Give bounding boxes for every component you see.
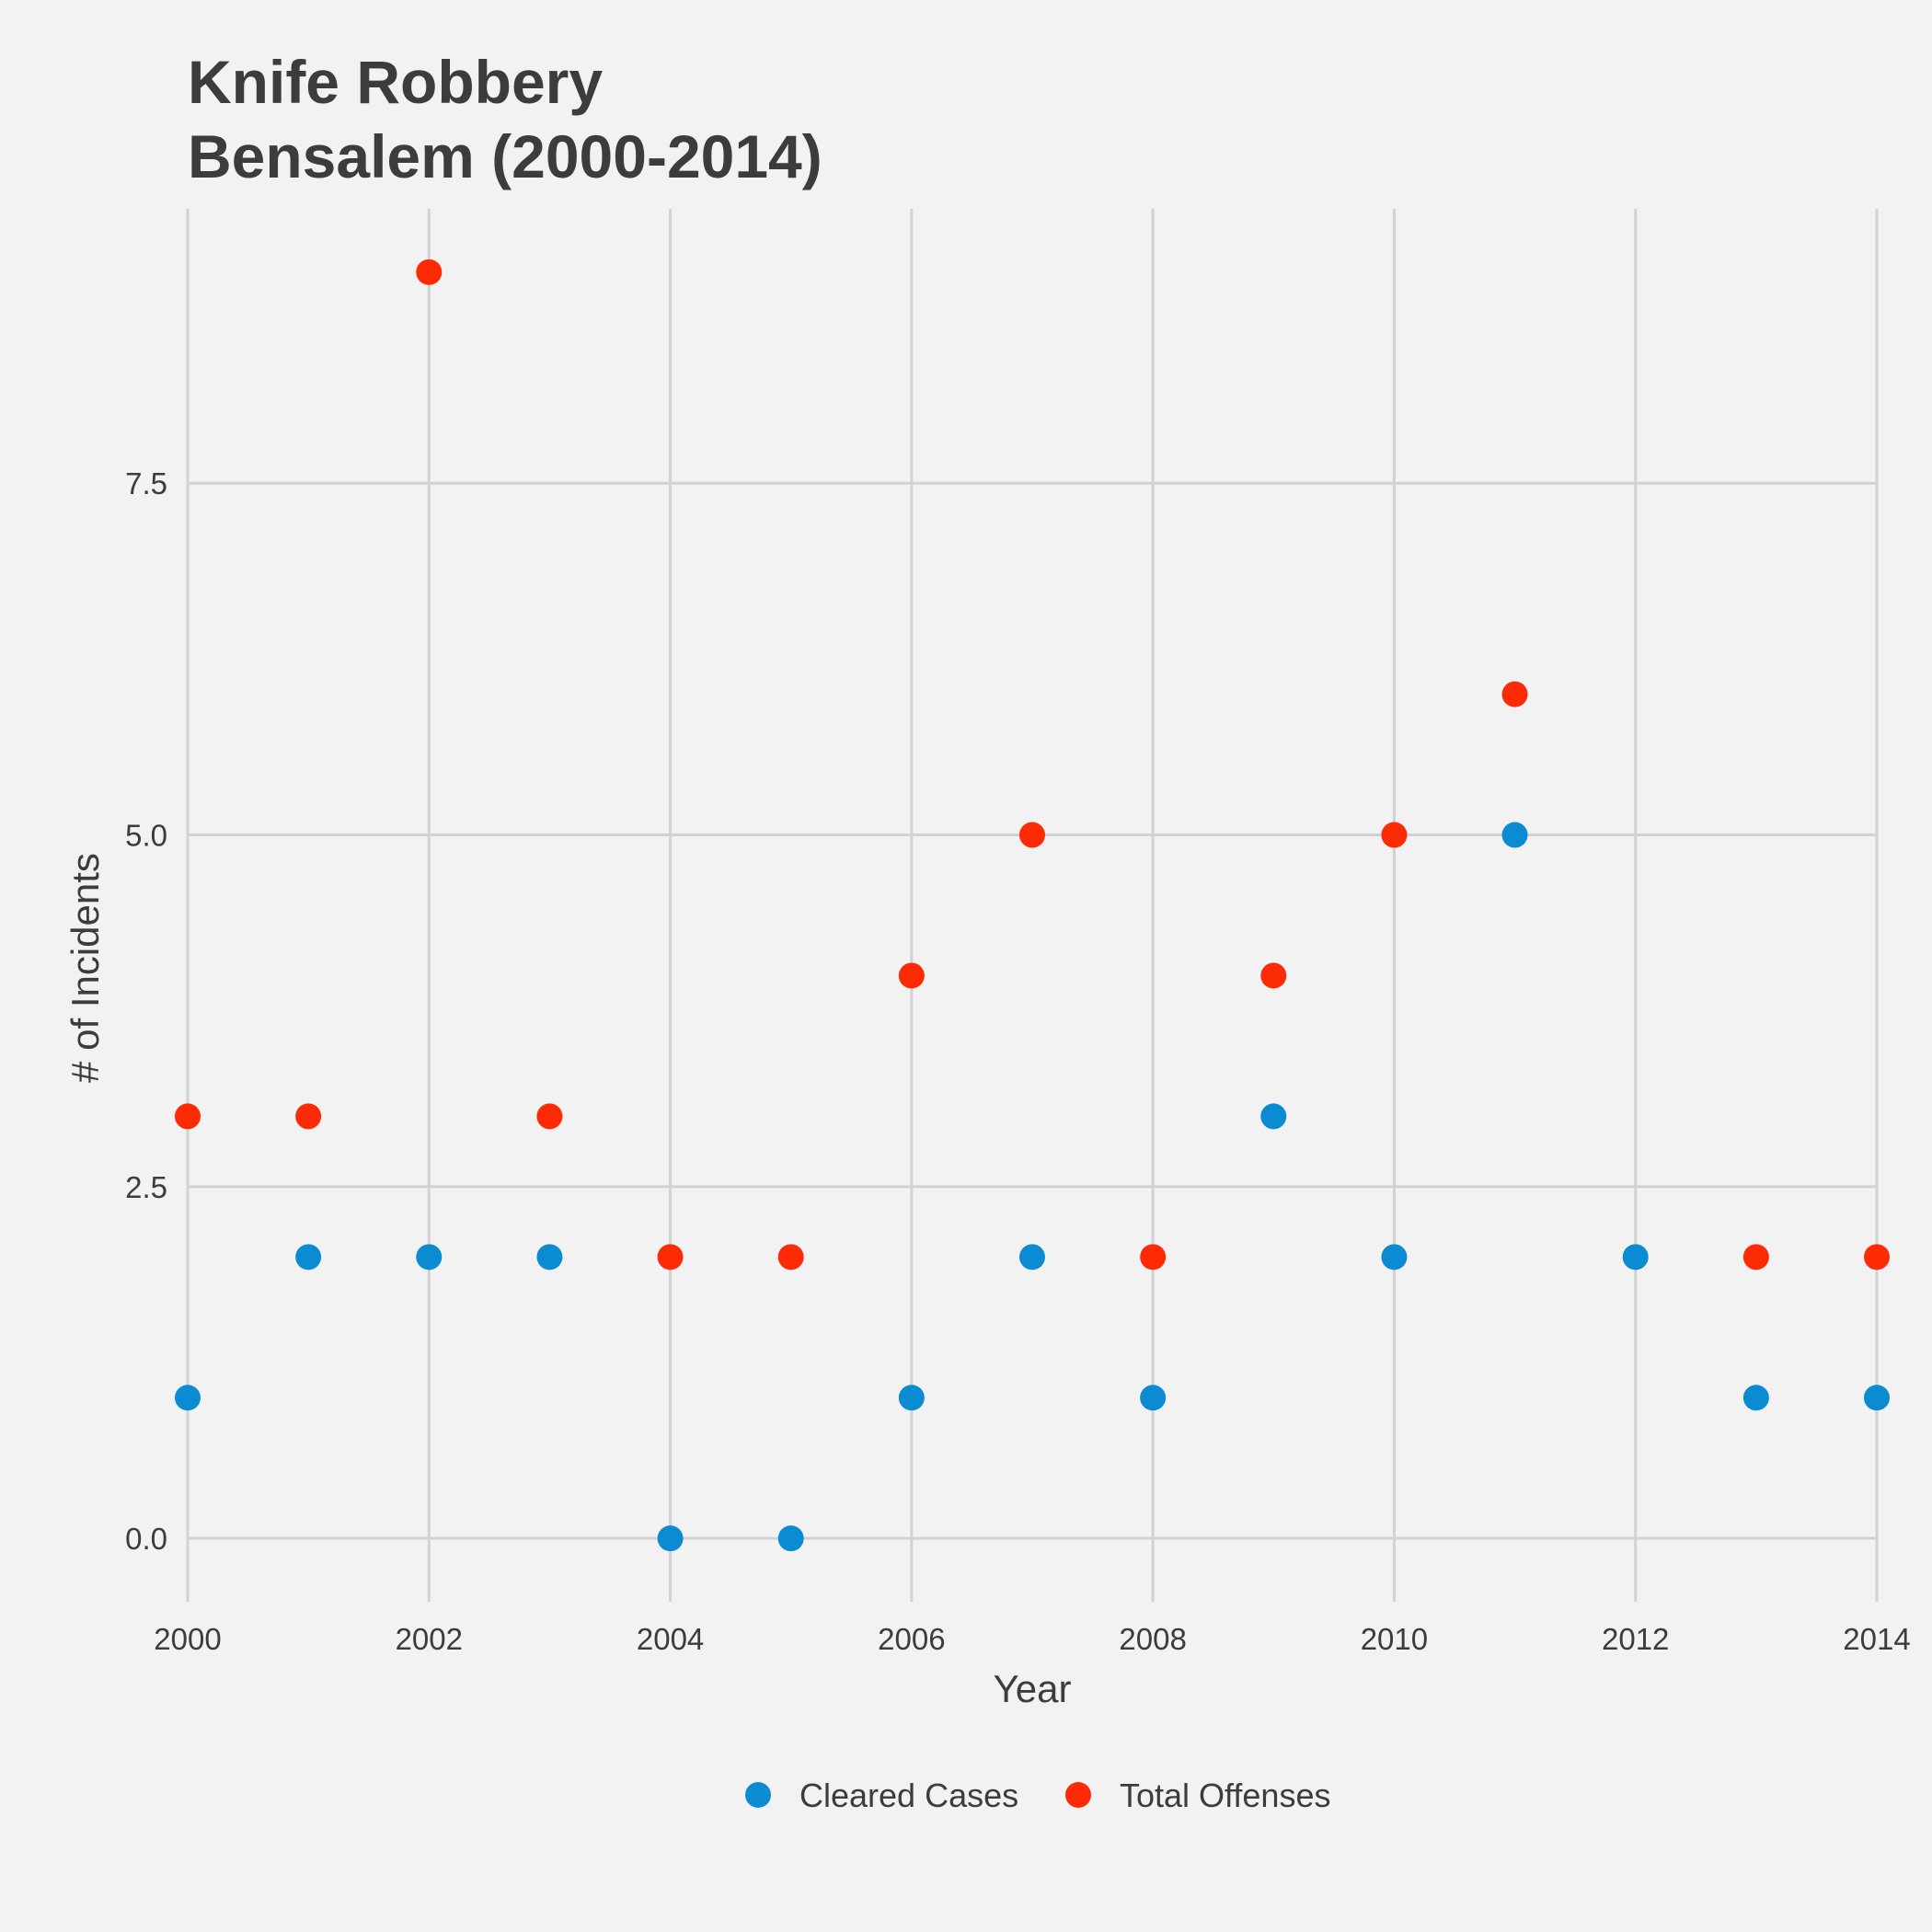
- legend-label: Total Offenses: [1120, 1777, 1330, 1814]
- legend: Cleared Cases Total Offenses: [745, 1777, 1330, 1814]
- data-point: [1260, 962, 1287, 989]
- y-tick-label: 0.0: [125, 1522, 167, 1556]
- data-point: [1742, 1385, 1769, 1411]
- data-point: [657, 1244, 684, 1271]
- x-tick-label: 2014: [1843, 1622, 1910, 1656]
- data-point: [1019, 1244, 1045, 1271]
- y-axis-ticks: 0.0 2.5 5.0 7.5: [125, 466, 167, 1556]
- chart-title-line-1: Knife Robbery: [188, 48, 603, 116]
- x-axis-ticks: 2000 2002 2004 2006 2008 2010 2012 2014: [154, 1622, 1910, 1656]
- data-point: [657, 1525, 684, 1552]
- y-tick-label: 7.5: [125, 466, 167, 500]
- series-1: [175, 259, 1890, 1271]
- y-tick-label: 2.5: [125, 1170, 167, 1204]
- x-tick-label: 2000: [154, 1622, 221, 1656]
- chart-title-line-2: Bensalem (2000-2014): [188, 122, 822, 190]
- series-0: [175, 822, 1890, 1552]
- data-point: [175, 1385, 201, 1411]
- x-tick-label: 2006: [878, 1622, 945, 1656]
- data-point: [295, 1244, 322, 1271]
- data-point: [1742, 1244, 1769, 1271]
- data-point: [1381, 822, 1408, 848]
- data-point: [898, 962, 925, 989]
- data-point: [1864, 1244, 1890, 1271]
- data-points: [175, 259, 1890, 1552]
- legend-marker: [745, 1782, 771, 1808]
- data-point: [416, 259, 443, 285]
- data-point: [1381, 1244, 1408, 1271]
- data-point: [536, 1244, 563, 1271]
- data-point: [295, 1103, 322, 1130]
- grid: [186, 209, 1879, 1602]
- legend-label: Cleared Cases: [799, 1777, 1018, 1814]
- data-point: [1622, 1244, 1649, 1271]
- data-point: [1140, 1385, 1167, 1411]
- data-point: [1260, 1103, 1287, 1130]
- data-point: [536, 1103, 563, 1130]
- data-point: [1501, 681, 1528, 707]
- x-tick-label: 2008: [1119, 1622, 1186, 1656]
- data-point: [1501, 822, 1528, 848]
- data-point: [1864, 1385, 1890, 1411]
- data-point: [1140, 1244, 1167, 1271]
- x-tick-label: 2004: [637, 1622, 704, 1656]
- y-axis-title: # of Incidents: [63, 853, 107, 1083]
- x-tick-label: 2010: [1361, 1622, 1428, 1656]
- x-axis-title: Year: [994, 1667, 1072, 1710]
- data-point: [175, 1103, 201, 1130]
- chart-title: Knife Robbery Bensalem (2000-2014): [188, 48, 822, 190]
- x-tick-label: 2012: [1602, 1622, 1669, 1656]
- data-point: [777, 1244, 804, 1271]
- x-tick-label: 2002: [396, 1622, 463, 1656]
- y-tick-label: 5.0: [125, 819, 167, 853]
- data-point: [777, 1525, 804, 1552]
- data-point: [416, 1244, 443, 1271]
- data-point: [898, 1385, 925, 1411]
- data-point: [1019, 822, 1045, 848]
- legend-marker: [1065, 1782, 1091, 1808]
